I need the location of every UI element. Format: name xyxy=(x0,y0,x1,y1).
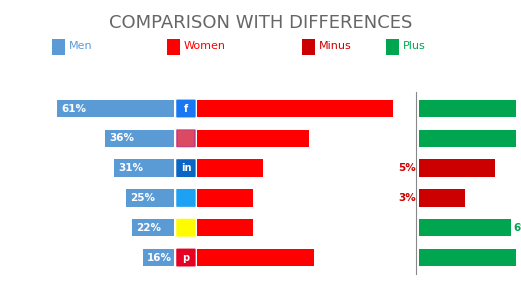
Text: Women: Women xyxy=(184,41,226,51)
FancyBboxPatch shape xyxy=(176,129,196,147)
Text: COMPARISON WITH DIFFERENCES: COMPARISON WITH DIFFERENCES xyxy=(109,14,412,32)
Text: Plus: Plus xyxy=(403,41,426,51)
FancyBboxPatch shape xyxy=(176,189,196,207)
Text: 36%: 36% xyxy=(109,133,134,143)
Text: 61%: 61% xyxy=(61,104,86,113)
Bar xyxy=(419,189,465,206)
FancyBboxPatch shape xyxy=(176,249,196,267)
Text: 5%: 5% xyxy=(399,163,416,173)
Text: 31%: 31% xyxy=(118,163,143,173)
Bar xyxy=(143,249,173,266)
FancyBboxPatch shape xyxy=(176,159,196,177)
Text: f: f xyxy=(184,104,188,113)
Bar xyxy=(197,100,393,117)
Bar xyxy=(114,160,173,177)
Bar xyxy=(419,100,521,117)
Bar xyxy=(197,219,253,236)
Text: 6%: 6% xyxy=(513,223,521,233)
FancyBboxPatch shape xyxy=(176,99,196,117)
Text: 3%: 3% xyxy=(399,193,416,203)
Bar xyxy=(419,160,495,177)
Text: 16%: 16% xyxy=(147,253,172,262)
Bar xyxy=(197,130,309,147)
Text: 22%: 22% xyxy=(135,223,160,233)
Bar xyxy=(197,249,314,266)
Bar xyxy=(105,130,173,147)
Text: Men: Men xyxy=(69,41,93,51)
Bar xyxy=(419,219,511,236)
FancyBboxPatch shape xyxy=(176,219,196,237)
Bar xyxy=(419,249,521,266)
Bar xyxy=(419,130,521,147)
Bar xyxy=(126,189,173,206)
Bar xyxy=(197,160,263,177)
Bar xyxy=(197,189,253,206)
Bar xyxy=(57,100,173,117)
FancyBboxPatch shape xyxy=(178,130,194,146)
Text: 25%: 25% xyxy=(130,193,155,203)
Text: p: p xyxy=(182,253,190,262)
Text: Minus: Minus xyxy=(319,41,352,51)
Text: in: in xyxy=(181,163,191,173)
Bar xyxy=(132,219,173,236)
